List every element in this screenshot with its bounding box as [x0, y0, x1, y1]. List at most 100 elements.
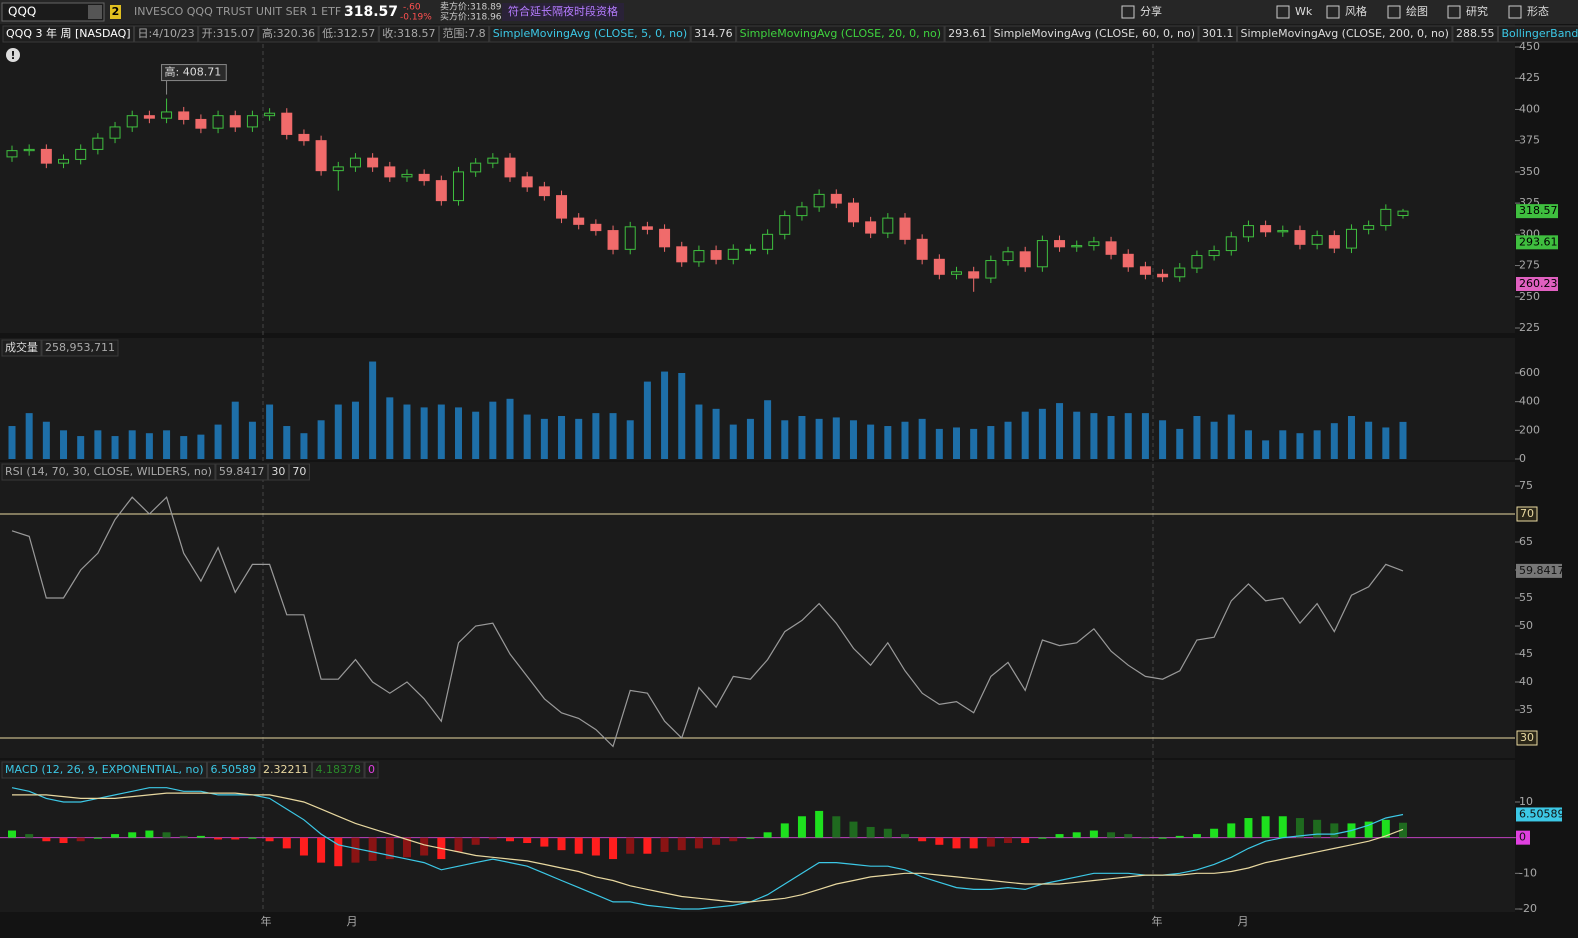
macd-bar [368, 837, 377, 861]
volume-bar [1124, 413, 1132, 459]
macd-bar [1158, 837, 1167, 839]
toolbar-icon[interactable] [1326, 5, 1340, 19]
y-tick-label: 45 [1519, 647, 1533, 660]
rsi-level-box [1516, 506, 1538, 522]
candle-body [933, 258, 945, 275]
toolbar-icon[interactable] [1447, 5, 1461, 19]
header-item: 293.61 [948, 27, 987, 40]
y-tick-label: 375 [1519, 134, 1540, 147]
y-tick-label: 275 [1519, 259, 1540, 272]
volume-bar [764, 400, 772, 459]
candle-body [58, 158, 70, 164]
toolbar-button[interactable]: 分享 [1140, 4, 1162, 18]
toolbar-button[interactable]: 风格 [1345, 4, 1367, 18]
volume-bar [1090, 413, 1098, 459]
header-box [1, 463, 216, 481]
macd-bar [574, 837, 583, 854]
candle-body [92, 137, 104, 150]
toolbar-icon[interactable] [1508, 5, 1522, 19]
macd-bar [1227, 823, 1236, 838]
candle-body [847, 202, 859, 223]
volume-bar [266, 404, 274, 459]
candle-body [1036, 240, 1048, 268]
macd-bar [591, 837, 600, 856]
header-item: MACD (12, 26, 9, EXPONENTIAL, no) [5, 763, 204, 776]
header-item: BollingerBands ... [1501, 27, 1578, 40]
candle-body [968, 271, 980, 279]
macd-bar [1330, 823, 1339, 838]
macd-bar [1124, 834, 1133, 838]
session: 符合延长隔夜时段资格 [508, 4, 618, 18]
y-tick-label: 200 [1519, 423, 1540, 436]
candle-body [1345, 228, 1357, 249]
volume-bar [1330, 423, 1338, 459]
macd-bar [952, 837, 961, 849]
toolbar-icon[interactable] [1121, 5, 1135, 19]
y-tick-label: 55 [1519, 591, 1533, 604]
macd-bar [1295, 818, 1304, 838]
candle-body [264, 112, 276, 117]
macd-bar [196, 835, 205, 838]
candle-body [23, 148, 35, 152]
candle-body [556, 195, 568, 219]
dropdown[interactable] [88, 5, 102, 19]
volume-bar [575, 418, 583, 459]
volume-bar [592, 413, 600, 459]
candle-body [126, 115, 138, 128]
volume-bar [815, 418, 823, 459]
ask: 卖方价:318.89 [440, 1, 502, 13]
macd-bar [1055, 834, 1064, 838]
candle-body [1294, 230, 1306, 245]
candle-body [1122, 253, 1134, 268]
volume-bar [540, 418, 548, 459]
volume-bar [661, 371, 669, 459]
y-tick-label: 400 [1519, 102, 1540, 115]
toolbar-button[interactable]: 研究 [1466, 4, 1488, 18]
toolbar-icon[interactable] [1276, 5, 1290, 19]
candle-body [1328, 235, 1340, 249]
symbol[interactable]: QQQ [8, 5, 36, 19]
header-box [312, 761, 365, 779]
header-box [1, 761, 208, 779]
volume-bar [437, 404, 445, 459]
candle-body [452, 171, 464, 202]
volume-bar [506, 398, 514, 459]
header-box [690, 25, 737, 43]
volume-bar [1296, 433, 1304, 459]
header-box [267, 463, 289, 481]
symbol-input[interactable] [1, 2, 105, 22]
candle-body [762, 233, 774, 250]
y-tick-label: 250 [1519, 290, 1540, 303]
macd-bar [677, 837, 686, 851]
candle-body [590, 223, 602, 232]
y-tick-label: 0 [1519, 452, 1526, 465]
alert-icon[interactable] [6, 48, 20, 62]
candle-body [435, 180, 447, 202]
candle-body [6, 150, 18, 158]
volume-bar [1176, 428, 1184, 459]
toolbar-button[interactable]: 形态 [1527, 5, 1549, 18]
candle-body [624, 226, 636, 250]
rsi-panel [0, 462, 1515, 758]
header-item: 高:320.36 [262, 26, 315, 40]
macd-bar [866, 826, 875, 838]
macd-bar [1038, 837, 1047, 839]
macd-bar [128, 832, 137, 838]
candle-body [882, 217, 894, 234]
toolbar-button[interactable]: 绘图 [1406, 4, 1428, 18]
rsi-level-label: 30 [1520, 731, 1534, 744]
macd-bar [780, 823, 789, 838]
macd-bar [746, 837, 755, 839]
header-box [489, 25, 691, 43]
volume-bar [77, 436, 85, 459]
header-item: 日:4/10/23 [138, 27, 195, 40]
toolbar-button[interactable]: Wk [1295, 5, 1313, 18]
header-item: 6.50589 [211, 763, 257, 776]
header-item: 收:318.57 [382, 26, 435, 40]
volume-bar [781, 420, 789, 459]
header-box [438, 25, 490, 43]
volume-bar [523, 414, 531, 459]
volume-bar [918, 418, 926, 459]
candle-body [1380, 208, 1392, 227]
toolbar-icon[interactable] [1387, 5, 1401, 19]
